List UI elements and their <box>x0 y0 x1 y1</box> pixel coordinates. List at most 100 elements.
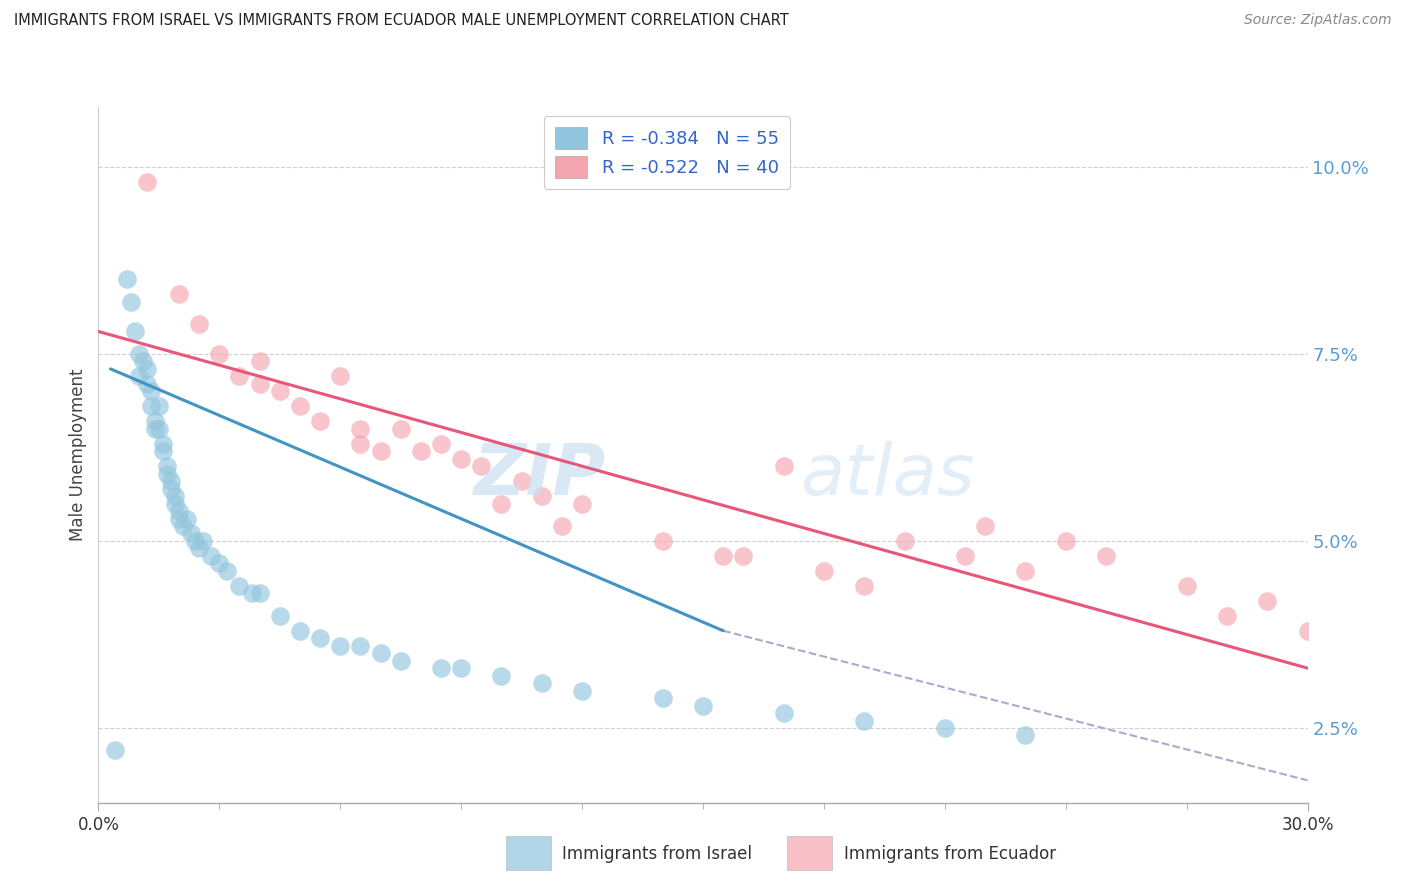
Point <box>167 511 190 525</box>
Point <box>139 384 162 399</box>
Point <box>370 444 392 458</box>
Point <box>1014 564 1036 578</box>
Point <box>167 504 190 518</box>
Point <box>176 511 198 525</box>
Point <box>180 526 202 541</box>
Point <box>370 646 392 660</box>
Point <box>1014 729 1036 743</box>
Point <box>934 721 956 735</box>
Point <box>772 706 794 720</box>
Point <box>711 549 734 563</box>
Point <box>163 489 186 503</box>
Point <box>160 474 183 488</box>
Point <box>152 444 174 458</box>
Point <box>349 639 371 653</box>
Text: ZIP: ZIP <box>474 442 606 510</box>
Text: Immigrants from Ecuador: Immigrants from Ecuador <box>844 845 1056 863</box>
Point <box>288 399 311 413</box>
Point <box>430 661 453 675</box>
Y-axis label: Male Unemployment: Male Unemployment <box>69 368 87 541</box>
Point <box>450 451 472 466</box>
Point <box>120 294 142 309</box>
Point <box>124 325 146 339</box>
Point <box>329 639 352 653</box>
Point <box>135 362 157 376</box>
Point <box>135 175 157 189</box>
Point <box>217 564 239 578</box>
Point <box>143 422 166 436</box>
Point <box>156 459 179 474</box>
Point <box>148 422 170 436</box>
Point <box>208 557 231 571</box>
Point <box>228 369 250 384</box>
Point <box>156 467 179 481</box>
Point <box>172 519 194 533</box>
Point <box>571 683 593 698</box>
Point <box>249 586 271 600</box>
Point <box>1296 624 1319 638</box>
Point <box>143 414 166 428</box>
Point <box>651 533 673 548</box>
Point <box>1175 579 1198 593</box>
Point <box>249 376 271 391</box>
Point <box>1095 549 1118 563</box>
Legend: R = -0.384   N = 55, R = -0.522   N = 40: R = -0.384 N = 55, R = -0.522 N = 40 <box>544 116 790 189</box>
Point <box>772 459 794 474</box>
Point <box>228 579 250 593</box>
Point <box>349 436 371 450</box>
Point <box>152 436 174 450</box>
Point <box>240 586 263 600</box>
Point <box>450 661 472 675</box>
Point <box>329 369 352 384</box>
Point <box>103 743 125 757</box>
Point <box>163 497 186 511</box>
Point <box>1256 594 1278 608</box>
Point <box>148 399 170 413</box>
Point <box>430 436 453 450</box>
Point <box>200 549 222 563</box>
Point <box>389 422 412 436</box>
Point <box>692 698 714 713</box>
Text: Immigrants from Israel: Immigrants from Israel <box>562 845 752 863</box>
Point <box>288 624 311 638</box>
Point <box>269 608 291 623</box>
Point <box>160 482 183 496</box>
Point <box>208 347 231 361</box>
Point <box>309 631 332 645</box>
Point <box>389 654 412 668</box>
Point <box>733 549 755 563</box>
Point <box>853 714 876 728</box>
Point <box>188 317 211 331</box>
Point <box>530 676 553 690</box>
Point <box>1054 533 1077 548</box>
Point <box>491 497 513 511</box>
Point <box>470 459 492 474</box>
Point <box>551 519 574 533</box>
Point <box>409 444 432 458</box>
Point <box>953 549 976 563</box>
Point <box>188 541 211 556</box>
Point <box>128 369 150 384</box>
Point <box>139 399 162 413</box>
Text: atlas: atlas <box>800 442 974 510</box>
Point <box>853 579 876 593</box>
Point <box>491 668 513 682</box>
Point <box>349 422 371 436</box>
Point <box>571 497 593 511</box>
Point <box>249 354 271 368</box>
Point <box>510 474 533 488</box>
Text: IMMIGRANTS FROM ISRAEL VS IMMIGRANTS FROM ECUADOR MALE UNEMPLOYMENT CORRELATION : IMMIGRANTS FROM ISRAEL VS IMMIGRANTS FRO… <box>14 13 789 29</box>
Point <box>167 287 190 301</box>
Point <box>115 272 138 286</box>
Point <box>893 533 915 548</box>
Point <box>132 354 155 368</box>
Point <box>651 691 673 706</box>
Text: Source: ZipAtlas.com: Source: ZipAtlas.com <box>1244 13 1392 28</box>
Point <box>135 376 157 391</box>
Point <box>193 533 215 548</box>
Point <box>184 533 207 548</box>
Point <box>974 519 997 533</box>
Point <box>1216 608 1239 623</box>
Point <box>128 347 150 361</box>
Point <box>269 384 291 399</box>
